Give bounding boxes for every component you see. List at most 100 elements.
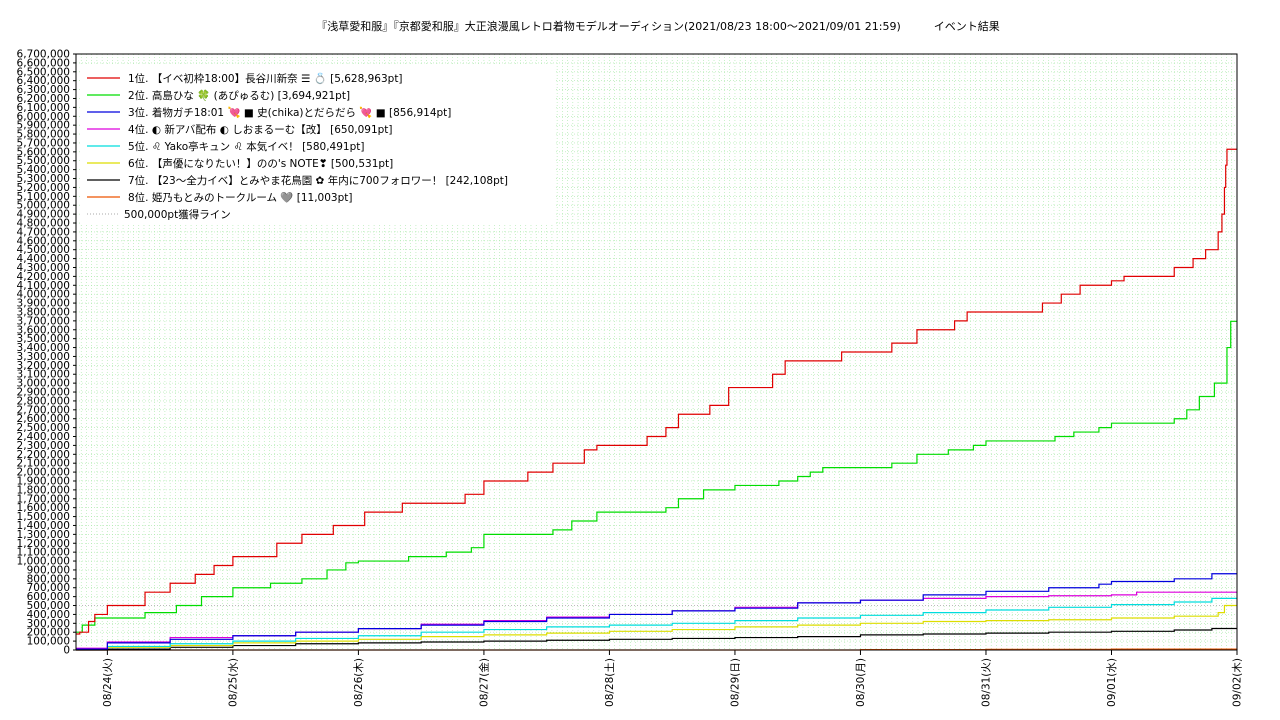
y-tick-label: 4,100,000 bbox=[17, 280, 70, 292]
y-tick-label: 5,800,000 bbox=[17, 129, 70, 141]
y-tick-label: 6,200,000 bbox=[17, 93, 70, 105]
y-tick-label: 2,100,000 bbox=[17, 458, 70, 470]
y-tick-label: 5,000,000 bbox=[17, 200, 70, 212]
y-tick-label: 2,600,000 bbox=[17, 413, 70, 425]
y-tick-label: 3,600,000 bbox=[17, 324, 70, 336]
y-tick-label: 5,100,000 bbox=[17, 191, 70, 203]
series-line-7 bbox=[76, 627, 1237, 651]
legend-label: 3位. 着物ガチ18:01 💘 ■ 史(chika)とだらだら 💘 ■ [856… bbox=[128, 106, 451, 119]
series-line-5 bbox=[76, 597, 1237, 650]
y-tick-label: 5,400,000 bbox=[17, 164, 70, 176]
y-tick-label: 5,900,000 bbox=[17, 120, 70, 132]
y-tick-label: 3,200,000 bbox=[17, 360, 70, 372]
y-tick-label: 4,400,000 bbox=[17, 253, 70, 265]
y-tick-label: 5,300,000 bbox=[17, 173, 70, 185]
x-tick-label: 08/26(木) bbox=[353, 658, 365, 707]
legend-label: 1位. 【イベ初枠18:00】長谷川新奈 ☰ 💍 [5,628,963pt] bbox=[128, 72, 403, 85]
y-tick-label: 100,000 bbox=[27, 636, 70, 648]
x-tick-label: 09/02(木) bbox=[1232, 658, 1244, 707]
y-tick-label: 1,400,000 bbox=[17, 520, 70, 532]
legend-label: 2位. 高島ひな 🍀 (あぴゅるむ) [3,694,921pt] bbox=[128, 89, 350, 102]
y-tick-label: 1,500,000 bbox=[17, 511, 70, 523]
legend-label: 8位. 姫乃もとみのトークルーム 🩶 [11,003pt] bbox=[128, 191, 352, 204]
y-tick-label: 1,000,000 bbox=[17, 556, 70, 568]
y-tick-label: 6,100,000 bbox=[17, 102, 70, 114]
legend-label: 500,000pt獲得ライン bbox=[124, 208, 231, 221]
y-tick-label: 700,000 bbox=[27, 582, 70, 594]
y-tick-label: 6,700,000 bbox=[17, 49, 70, 61]
legend-label: 6位. 【声優になりたい！】のの's NOTE❣ [500,531pt] bbox=[128, 157, 393, 170]
y-tick-label: 1,200,000 bbox=[17, 538, 70, 550]
y-tick-label: 6,300,000 bbox=[17, 84, 70, 96]
x-tick-label: 08/29(日) bbox=[729, 658, 741, 707]
y-tick-label: 0 bbox=[63, 645, 70, 657]
x-tick-label: 08/24(火) bbox=[102, 658, 114, 707]
y-tick-label: 2,900,000 bbox=[17, 387, 70, 399]
y-tick-label: 4,600,000 bbox=[17, 235, 70, 247]
chart-legend: 1位. 【イベ初枠18:00】長谷川新奈 ☰ 💍 [5,628,963pt] 2位… bbox=[80, 64, 556, 224]
y-tick-label: 900,000 bbox=[27, 564, 70, 576]
y-tick-label: 3,400,000 bbox=[17, 342, 70, 354]
plot-frame bbox=[75, 53, 1238, 651]
legend-label: 5位. ♌ Yako亭キュン ♌ 本気イベ！ [580,491pt] bbox=[128, 140, 364, 153]
x-tick-label: 09/01(水) bbox=[1106, 658, 1118, 707]
y-tick-label: 4,700,000 bbox=[17, 226, 70, 238]
y-tick-label: 1,900,000 bbox=[17, 475, 70, 487]
y-tick-label: 3,500,000 bbox=[17, 333, 70, 345]
x-tick-label: 08/27(金) bbox=[477, 658, 490, 707]
y-tick-label: 6,600,000 bbox=[17, 57, 70, 69]
y-tick-label: 1,300,000 bbox=[17, 529, 70, 541]
y-tick-label: 1,800,000 bbox=[17, 484, 70, 496]
y-tick-label: 800,000 bbox=[27, 573, 70, 585]
y-tick-label: 2,500,000 bbox=[17, 422, 70, 434]
legend-background bbox=[80, 64, 556, 224]
y-tick-label: 4,000,000 bbox=[17, 289, 70, 301]
y-tick-label: 5,600,000 bbox=[17, 146, 70, 158]
y-tick-label: 1,100,000 bbox=[17, 547, 70, 559]
y-tick-label: 2,700,000 bbox=[17, 404, 70, 416]
y-tick-label: 4,900,000 bbox=[17, 209, 70, 221]
y-tick-label: 300,000 bbox=[27, 618, 70, 630]
y-tick-label: 4,500,000 bbox=[17, 244, 70, 256]
y-tick-label: 6,500,000 bbox=[17, 66, 70, 78]
y-axis: 0100,000200,000300,000400,000500,000600,… bbox=[17, 49, 76, 657]
y-tick-label: 2,200,000 bbox=[17, 449, 70, 461]
y-tick-label: 200,000 bbox=[27, 627, 70, 639]
y-tick-label: 600,000 bbox=[27, 591, 70, 603]
x-tick-label: 08/30(月) bbox=[855, 658, 867, 707]
y-tick-label: 3,100,000 bbox=[17, 369, 70, 381]
y-tick-label: 1,700,000 bbox=[17, 493, 70, 505]
y-tick-label: 2,800,000 bbox=[17, 395, 70, 407]
y-tick-label: 2,000,000 bbox=[17, 467, 70, 479]
legend-label: 7位. 【23〜全力イベ】とみやま花鳥園 ✿ 年内に700フォロワー！ [242… bbox=[128, 174, 508, 187]
y-tick-label: 3,800,000 bbox=[17, 306, 70, 318]
y-tick-label: 3,300,000 bbox=[17, 351, 70, 363]
y-tick-label: 3,000,000 bbox=[17, 378, 70, 390]
y-tick-label: 6,000,000 bbox=[17, 111, 70, 123]
legend-label: 4位. ◐ 新アバ配布 ◐ しおまるーむ【改】 [650,091pt] bbox=[128, 123, 393, 136]
y-tick-label: 3,700,000 bbox=[17, 315, 70, 327]
y-tick-label: 5,200,000 bbox=[17, 182, 70, 194]
x-axis: 08/24(火) 08/25(水) 08/26(木) 08/27(金) 08/28(土)… bbox=[102, 650, 1244, 707]
y-tick-label: 1,600,000 bbox=[17, 502, 70, 514]
y-tick-label: 6,400,000 bbox=[17, 75, 70, 87]
y-tick-label: 5,700,000 bbox=[17, 137, 70, 149]
series-line-2 bbox=[76, 320, 1237, 633]
y-tick-label: 5,500,000 bbox=[17, 155, 70, 167]
y-tick-label: 2,300,000 bbox=[17, 440, 70, 452]
x-tick-label: 08/31(火) bbox=[980, 658, 992, 707]
series-line-3 bbox=[76, 573, 1237, 650]
y-tick-label: 4,300,000 bbox=[17, 262, 70, 274]
x-tick-label: 08/25(水) bbox=[227, 658, 239, 707]
y-tick-label: 2,400,000 bbox=[17, 431, 70, 443]
chart-title: 『浅草愛和服』『京都愛和服』大正浪漫風レトロ着物モデルオーディション(2021/… bbox=[316, 19, 1000, 33]
y-tick-label: 400,000 bbox=[27, 609, 70, 621]
series-line-1 bbox=[76, 148, 1237, 635]
y-tick-label: 4,800,000 bbox=[17, 218, 70, 230]
series-line-6 bbox=[76, 604, 1237, 651]
y-tick-label: 500,000 bbox=[27, 600, 70, 612]
y-tick-label: 4,200,000 bbox=[17, 271, 70, 283]
y-tick-label: 3,900,000 bbox=[17, 298, 70, 310]
x-tick-label: 08/28(土) bbox=[603, 658, 616, 707]
